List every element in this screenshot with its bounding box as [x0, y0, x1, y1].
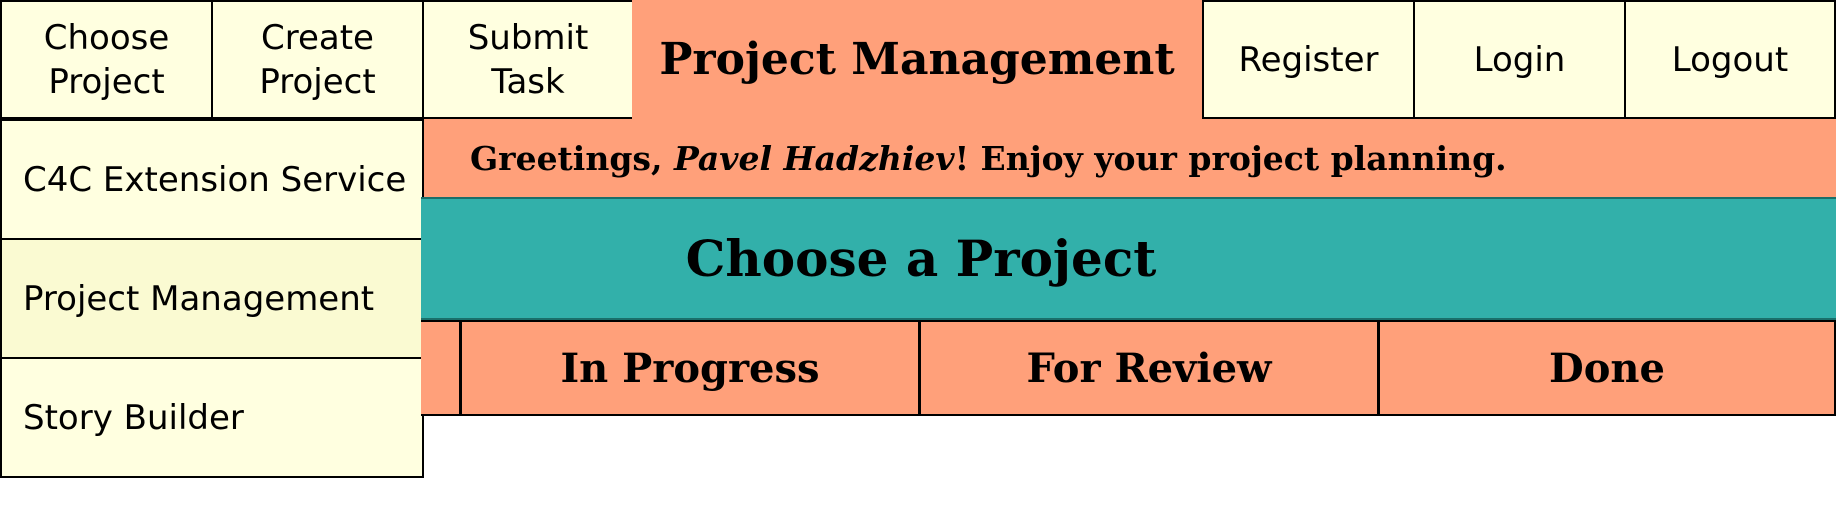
- logout-button[interactable]: Logout: [1624, 0, 1836, 119]
- column-header-done[interactable]: Done: [1377, 322, 1834, 414]
- column-header-label: For Review: [1026, 344, 1272, 392]
- sidebar-item-label: Story Builder: [23, 397, 244, 438]
- submit-task-label: Submit Task: [467, 17, 589, 102]
- login-button[interactable]: Login: [1413, 0, 1626, 119]
- choose-project-label: Choose Project: [43, 17, 170, 102]
- create-project-label: Create Project: [259, 17, 376, 102]
- greeting-user-name: Pavel Hadzhiev: [673, 138, 955, 178]
- register-label: Register: [1238, 39, 1379, 80]
- sidebar-item-label: Project Management: [23, 278, 375, 319]
- sidebar-item-project-management[interactable]: Project Management: [0, 238, 424, 359]
- sidebar-item-label: C4C Extension Service: [23, 159, 407, 200]
- choose-project-button[interactable]: Choose Project: [0, 0, 213, 119]
- sidebar-item-story-builder[interactable]: Story Builder: [0, 357, 424, 478]
- column-header-in-progress[interactable]: In Progress: [459, 322, 918, 414]
- sidebar-item-c4c-extension-service[interactable]: C4C Extension Service: [0, 119, 424, 240]
- greeting-prefix: Greetings,: [470, 138, 663, 178]
- status-columns-row: In Progress For Review Done: [421, 320, 1836, 416]
- greeting-suffix: ! Enjoy your project planning.: [954, 138, 1507, 178]
- submit-task-button[interactable]: Submit Task: [422, 0, 634, 119]
- column-header-for-review[interactable]: For Review: [918, 322, 1377, 414]
- login-label: Login: [1473, 39, 1566, 80]
- logout-label: Logout: [1671, 39, 1789, 80]
- register-button[interactable]: Register: [1202, 0, 1415, 119]
- choose-project-banner: Choose a Project: [421, 197, 1836, 320]
- banner-title: Choose a Project: [685, 229, 1157, 288]
- column-header-label: Done: [1549, 344, 1665, 392]
- create-project-button[interactable]: Create Project: [211, 0, 424, 119]
- greeting-bar: Greetings, Pavel Hadzhiev! Enjoy your pr…: [421, 119, 1836, 197]
- page-title: Project Management: [632, 0, 1202, 119]
- column-header-label: In Progress: [560, 344, 820, 392]
